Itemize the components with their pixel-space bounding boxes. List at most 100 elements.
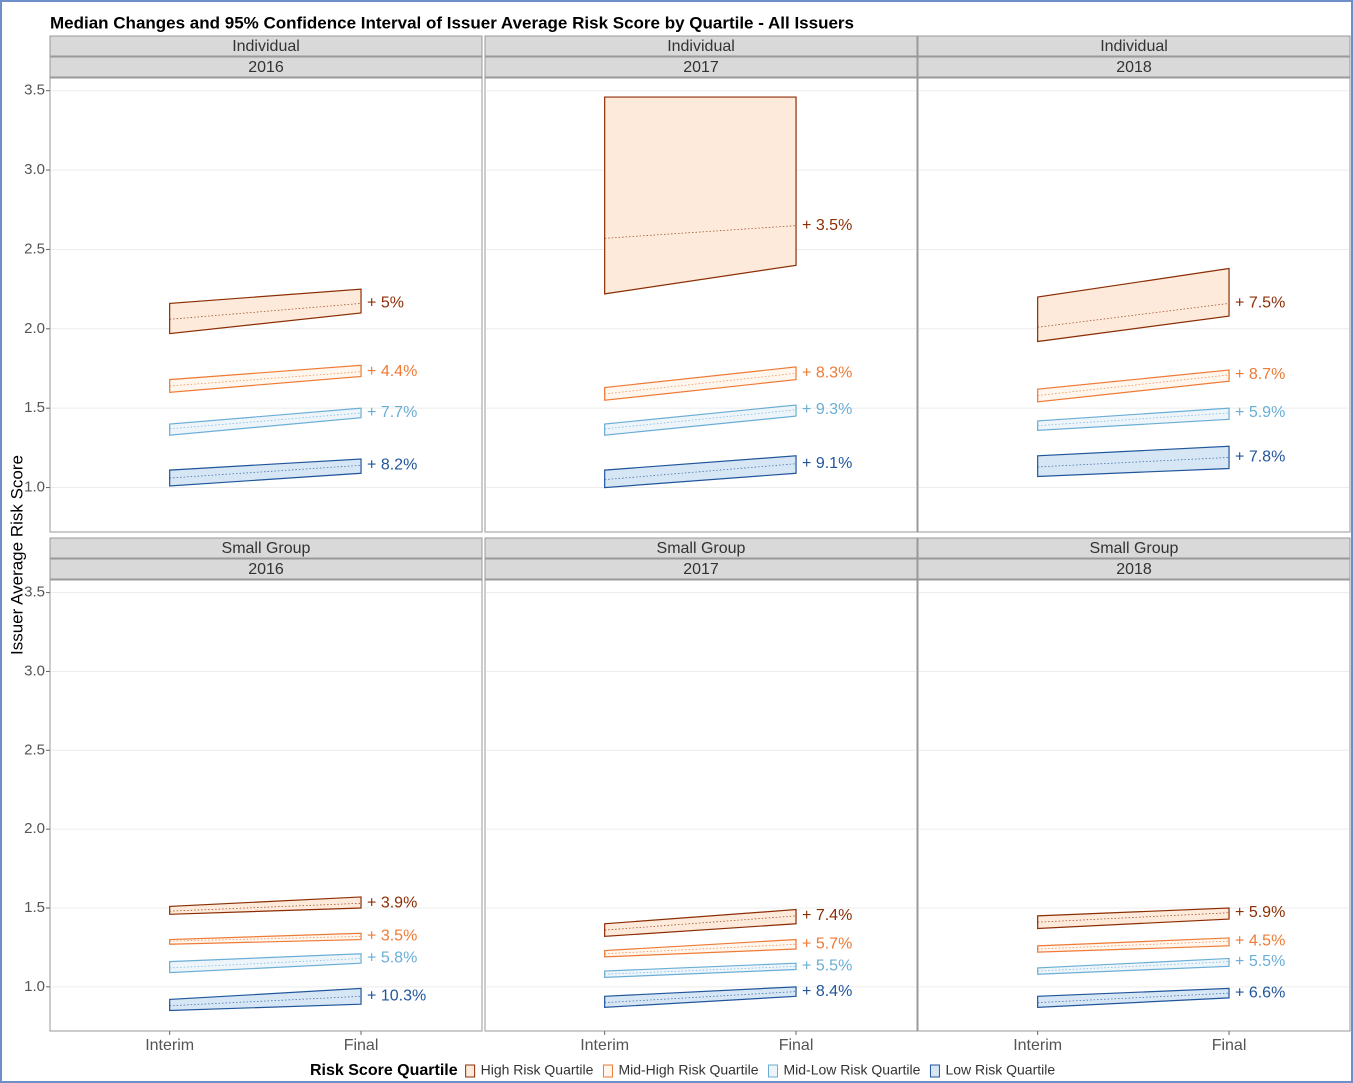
confidence-band xyxy=(169,407,362,436)
change-label: + 5.7% xyxy=(802,935,852,952)
change-label: + 5% xyxy=(367,295,404,312)
x-tick-label: Interim xyxy=(145,1037,194,1054)
change-label: + 7.8% xyxy=(1235,449,1285,466)
y-tick-label: 1.5 xyxy=(24,899,45,916)
change-label: + 8.4% xyxy=(802,983,852,1000)
median-line xyxy=(1037,412,1230,427)
change-label: + 5.8% xyxy=(367,950,417,967)
strip xyxy=(917,35,1351,57)
confidence-band xyxy=(604,938,797,958)
strip xyxy=(917,558,1351,580)
panel xyxy=(484,579,918,1032)
strip xyxy=(49,56,483,78)
change-label: + 3.5% xyxy=(367,928,417,945)
x-tick-label: Final xyxy=(779,1037,814,1054)
strip xyxy=(484,558,918,580)
median-line xyxy=(1037,456,1230,468)
median-line xyxy=(1037,961,1230,972)
change-label: + 7.4% xyxy=(802,907,852,924)
y-tick-label: 3.5 xyxy=(24,584,45,601)
strip-label: 2017 xyxy=(683,561,719,578)
y-axis-label: Issuer Average Risk Score xyxy=(7,455,26,655)
median-line xyxy=(1037,992,1230,1004)
strip xyxy=(49,537,483,559)
confidence-band xyxy=(169,458,362,487)
strip-label: Individual xyxy=(667,38,735,55)
change-label: + 7.5% xyxy=(1235,295,1285,312)
change-label: + 5.9% xyxy=(1235,404,1285,421)
strip-label: Individual xyxy=(232,38,300,55)
median-line xyxy=(604,991,797,1004)
legend-swatch xyxy=(929,1064,940,1078)
x-tick-label: Interim xyxy=(580,1037,629,1054)
legend-swatch xyxy=(465,1064,476,1078)
confidence-band xyxy=(169,288,362,335)
confidence-band xyxy=(1037,369,1230,403)
strip xyxy=(484,35,918,57)
y-tick-label: 2.5 xyxy=(24,240,45,257)
change-label: + 5.5% xyxy=(802,958,852,975)
panel xyxy=(49,579,483,1032)
median-line xyxy=(604,372,797,395)
legend-title: Risk Score Quartile xyxy=(310,1062,458,1079)
strip-label: 2016 xyxy=(248,59,284,76)
strip-label: Small Group xyxy=(657,540,746,557)
median-line xyxy=(1037,912,1230,923)
median-line xyxy=(1037,940,1230,950)
median-line xyxy=(169,371,362,387)
legend-swatch xyxy=(602,1064,613,1078)
confidence-band xyxy=(169,987,362,1012)
strip xyxy=(917,56,1351,78)
median-line xyxy=(604,463,797,481)
change-label: + 9.3% xyxy=(802,401,852,418)
confidence-band xyxy=(604,366,797,401)
strip-label: 2018 xyxy=(1116,561,1152,578)
strip xyxy=(917,537,1351,559)
legend-label: Low Risk Quartile xyxy=(945,1062,1055,1078)
change-label: + 3.9% xyxy=(367,894,417,911)
y-tick-label: 3.0 xyxy=(24,161,45,178)
y-tick-label: 1.0 xyxy=(24,978,45,995)
change-label: + 6.6% xyxy=(1235,984,1285,1001)
y-tick-label: 1.5 xyxy=(24,399,45,416)
change-label: + 3.5% xyxy=(802,217,852,234)
strip xyxy=(484,537,918,559)
median-line xyxy=(604,943,797,955)
strip-label: 2018 xyxy=(1116,59,1152,76)
change-label: + 7.7% xyxy=(367,404,417,421)
confidence-band xyxy=(604,96,797,295)
legend-swatch xyxy=(768,1064,778,1078)
change-label: + 8.2% xyxy=(367,457,417,474)
median-line xyxy=(169,995,362,1007)
change-label: + 9.1% xyxy=(802,455,852,472)
y-tick-label: 1.0 xyxy=(24,479,45,496)
strip xyxy=(49,35,483,57)
median-line xyxy=(169,958,362,969)
strip-label: Small Group xyxy=(1090,540,1179,557)
x-tick-label: Final xyxy=(1212,1037,1247,1054)
legend-label: Mid-High Risk Quartile xyxy=(618,1062,758,1078)
median-line xyxy=(169,303,362,320)
y-tick-label: 2.0 xyxy=(24,320,45,337)
panel xyxy=(917,579,1351,1032)
y-tick-label: 2.0 xyxy=(24,820,45,837)
confidence-band xyxy=(1037,267,1230,343)
median-line xyxy=(169,412,362,430)
legend-label: High Risk Quartile xyxy=(481,1062,594,1078)
median-line xyxy=(604,409,797,430)
strip xyxy=(49,558,483,580)
strip xyxy=(484,56,918,78)
confidence-band xyxy=(604,404,797,436)
x-tick-label: Final xyxy=(344,1037,379,1054)
strip-label: Individual xyxy=(1100,38,1168,55)
chart-title: Median Changes and 95% Confidence Interv… xyxy=(50,13,854,32)
confidence-band xyxy=(1037,907,1230,930)
change-label: + 8.3% xyxy=(802,364,852,381)
y-tick-label: 3.5 xyxy=(24,82,45,99)
median-line xyxy=(169,464,362,479)
median-line xyxy=(169,935,362,942)
y-tick-label: 3.0 xyxy=(24,662,45,679)
strip-label: 2016 xyxy=(248,561,284,578)
confidence-band xyxy=(604,455,797,489)
